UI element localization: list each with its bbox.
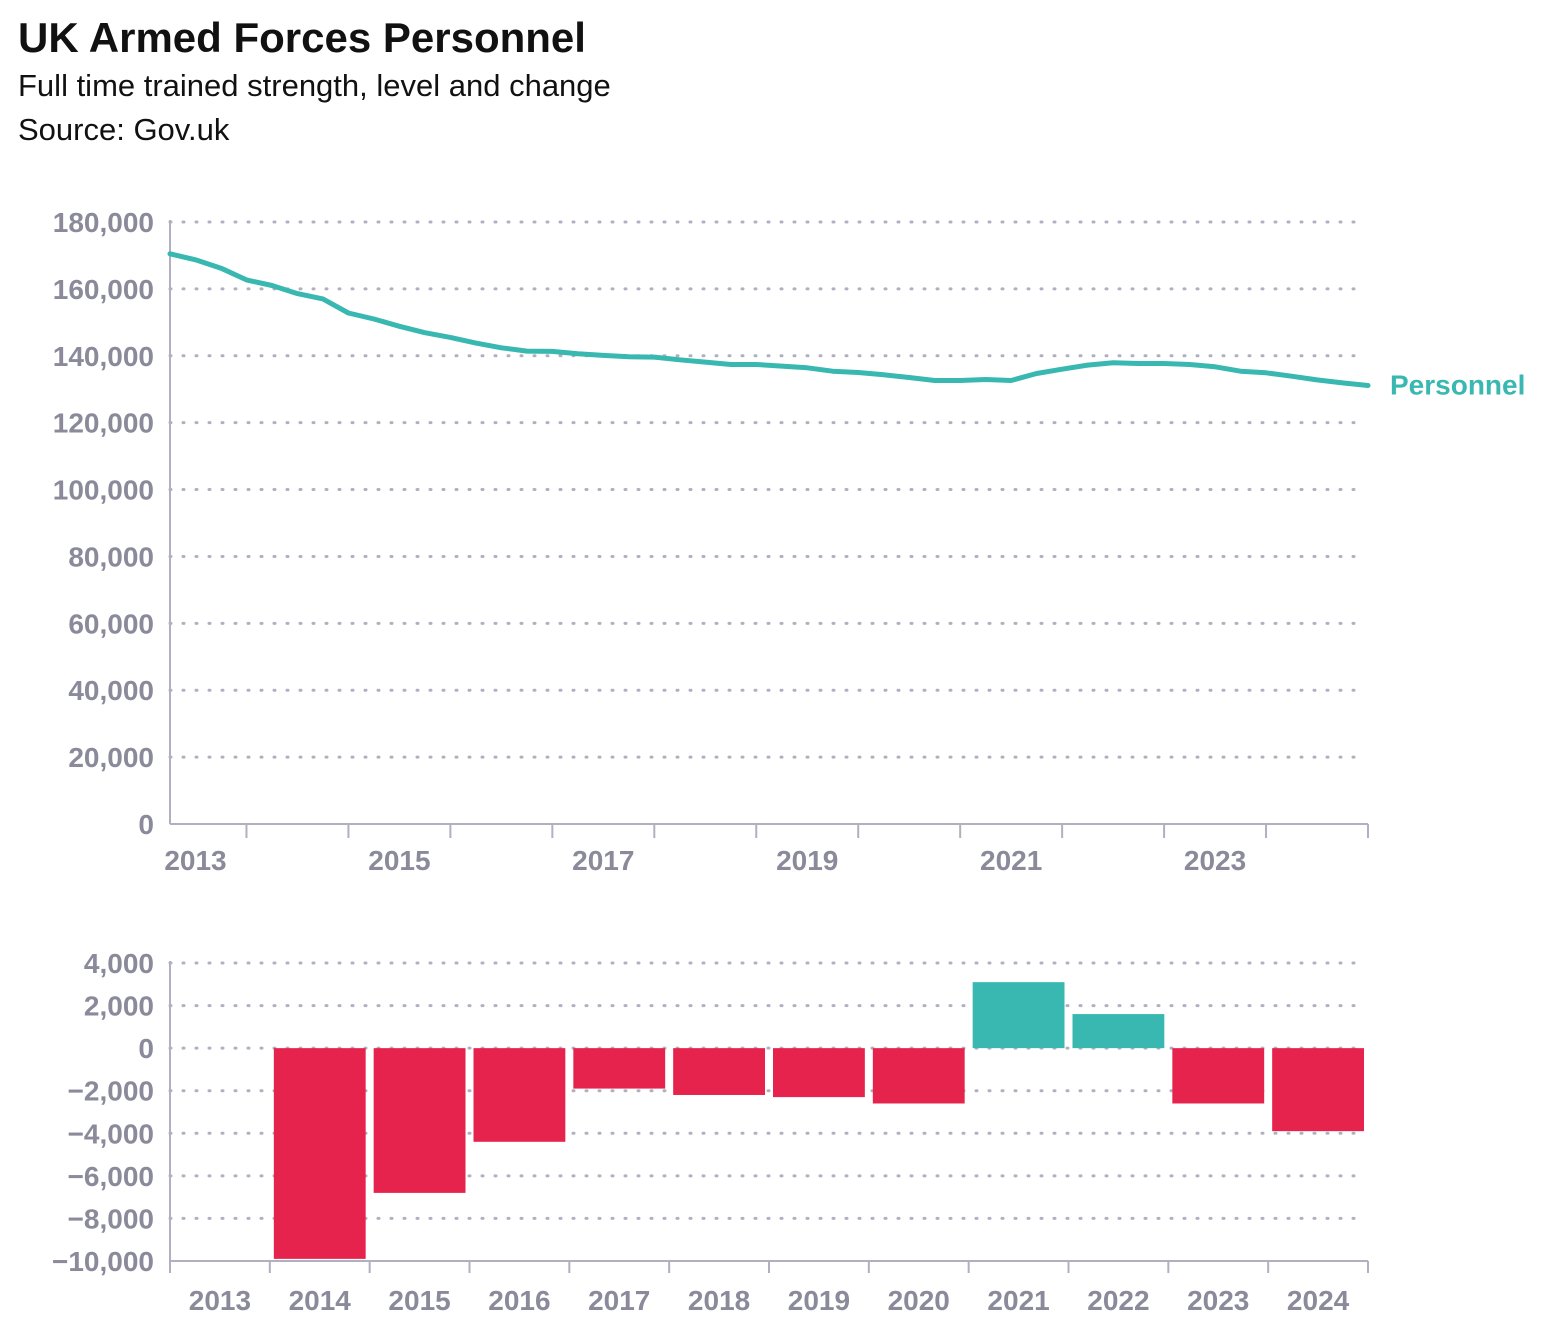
bar-2021 [972,982,1065,1049]
y-tick-label: 4,000 [84,948,154,979]
series-label-personnel: Personnel [1390,370,1525,401]
y-tick-label: 40,000 [68,675,154,706]
x-tick-label: 2017 [588,1285,650,1316]
y-tick-label: 0 [138,809,154,840]
x-tick-label: 2019 [788,1285,850,1316]
x-tick-label: 2023 [1184,845,1246,876]
bar-2014 [273,1048,366,1259]
x-tick-label: 2023 [1187,1285,1249,1316]
x-tick-label: 2021 [980,845,1042,876]
bar-2024 [1272,1048,1364,1132]
bar-2017 [573,1048,666,1089]
x-tick-label: 2022 [1087,1285,1149,1316]
x-tick-label: 2020 [888,1285,950,1316]
y-tick-label: −2,000 [68,1076,154,1107]
x-tick-label: 2017 [572,845,634,876]
x-tick-label: 2021 [987,1285,1049,1316]
y-tick-label: −10,000 [52,1246,154,1277]
bar-2019 [773,1048,865,1098]
y-tick-label: 80,000 [68,541,154,572]
x-tick-label: 2015 [388,1285,450,1316]
bar-2022 [1072,1014,1165,1049]
x-tick-label: 2013 [164,845,226,876]
x-tick-label: 2016 [488,1285,550,1316]
x-tick-label: 2019 [776,845,838,876]
bar-2018 [673,1048,765,1095]
x-tick-label: 2013 [189,1285,251,1316]
y-tick-label: 0 [138,1033,154,1064]
y-tick-label: 140,000 [53,341,154,372]
x-tick-label: 2015 [368,845,430,876]
x-tick-label: 2018 [688,1285,750,1316]
bar-2015 [373,1048,466,1193]
chart-title: UK Armed Forces Personnel [18,14,586,61]
y-tick-label: −6,000 [68,1161,154,1192]
y-tick-label: −4,000 [68,1118,154,1149]
bar-2023 [1172,1048,1265,1104]
chart-subtitle: Full time trained strength, level and ch… [18,68,611,103]
y-tick-label: 2,000 [84,991,154,1022]
y-tick-label: 180,000 [53,207,154,238]
personnel-series-line [167,251,1371,388]
personnel-line-chart: 0 20,000 40,000 60,000 80,000 100,000 120,000 1… [53,207,1526,876]
y-tick-label: 160,000 [53,274,154,305]
x-tick-label: 2024 [1287,1285,1350,1316]
x-tick-label: 2014 [289,1285,352,1316]
chart-source: Source: Gov.uk [18,112,230,147]
y-tick-label: 20,000 [68,742,154,773]
y-tick-label: −8,000 [68,1203,154,1234]
bar-2016 [473,1048,566,1142]
bar-2020 [872,1048,965,1104]
y-tick-label: 100,000 [53,475,154,506]
y-tick-label: 60,000 [68,608,154,639]
y-tick-label: 120,000 [53,408,154,439]
